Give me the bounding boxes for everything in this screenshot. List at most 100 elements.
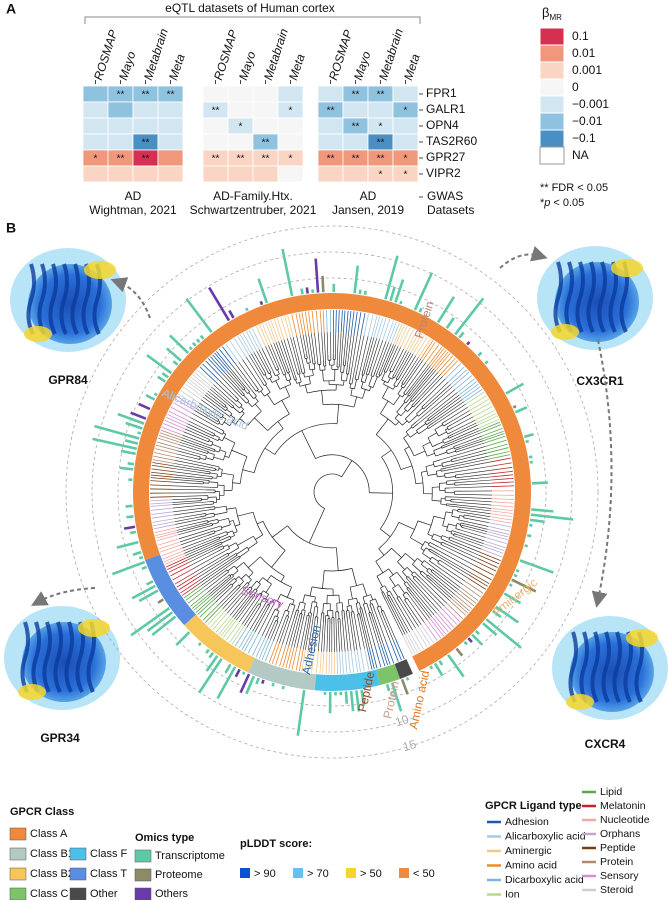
branch bbox=[227, 590, 247, 614]
branch-tip bbox=[481, 548, 503, 558]
branch-tip bbox=[150, 502, 173, 505]
branch bbox=[255, 384, 259, 390]
protein-structure bbox=[537, 246, 653, 350]
branch bbox=[234, 403, 240, 409]
branch-tip bbox=[204, 606, 221, 623]
branch bbox=[213, 456, 224, 461]
branch-tip bbox=[215, 615, 231, 633]
branch bbox=[285, 369, 288, 374]
branch bbox=[416, 423, 426, 431]
branch bbox=[445, 511, 453, 514]
branch-arc bbox=[302, 609, 306, 611]
branch-tip bbox=[462, 584, 481, 598]
branch bbox=[215, 586, 233, 603]
branch bbox=[287, 338, 297, 371]
branch bbox=[199, 515, 207, 518]
branch bbox=[214, 511, 228, 516]
branch bbox=[405, 389, 410, 395]
cell-stars: * bbox=[404, 154, 408, 165]
branch bbox=[326, 332, 329, 356]
branch-tip bbox=[188, 379, 207, 394]
branch-tip bbox=[172, 568, 193, 581]
branch bbox=[219, 416, 222, 419]
branch-tip bbox=[376, 317, 384, 339]
omics-bar bbox=[153, 392, 158, 397]
branch bbox=[322, 570, 325, 589]
omics-bar bbox=[531, 481, 548, 485]
branch bbox=[368, 366, 372, 376]
branch-tip bbox=[325, 651, 328, 674]
branch-tip bbox=[295, 313, 301, 336]
legend-swatch bbox=[293, 868, 303, 878]
branch-tip bbox=[183, 584, 203, 599]
branch-tip bbox=[170, 565, 191, 577]
branch bbox=[421, 570, 428, 576]
branch bbox=[175, 456, 212, 466]
branch bbox=[265, 604, 269, 608]
branch-arc bbox=[387, 594, 390, 597]
branch bbox=[377, 342, 389, 373]
branch-tip bbox=[161, 426, 183, 436]
branch-tip bbox=[304, 311, 309, 334]
branch bbox=[405, 553, 416, 562]
branch bbox=[396, 381, 401, 388]
branch bbox=[360, 375, 364, 382]
branch-tip bbox=[341, 651, 344, 674]
branch bbox=[402, 594, 407, 600]
branch bbox=[316, 358, 319, 365]
branch bbox=[314, 596, 316, 603]
branch-arc bbox=[296, 609, 299, 611]
legend-label: Others bbox=[155, 888, 189, 900]
branch bbox=[309, 586, 313, 597]
branch bbox=[209, 388, 230, 406]
heatmap-cell bbox=[342, 133, 369, 151]
branch bbox=[268, 345, 278, 367]
branch bbox=[223, 432, 226, 435]
branch bbox=[375, 561, 384, 573]
branch bbox=[346, 367, 348, 374]
branch bbox=[185, 426, 216, 440]
branch-tip bbox=[470, 572, 490, 585]
branch-tip bbox=[371, 646, 378, 669]
cell-stars: ** bbox=[352, 154, 360, 165]
heatmap-cell bbox=[317, 165, 344, 183]
branch bbox=[437, 562, 442, 566]
branch bbox=[355, 603, 359, 615]
branch bbox=[344, 359, 347, 366]
branch bbox=[348, 366, 350, 375]
branch bbox=[317, 616, 322, 652]
branch-tip bbox=[301, 649, 306, 672]
branch bbox=[341, 616, 346, 652]
branch bbox=[413, 571, 421, 578]
dataset-source: Jansen, 2019 bbox=[332, 203, 404, 217]
branch bbox=[446, 458, 489, 469]
branch bbox=[346, 373, 348, 382]
branch bbox=[209, 472, 218, 475]
omics-bar bbox=[519, 559, 554, 574]
branch bbox=[296, 618, 304, 649]
branch bbox=[381, 449, 392, 458]
branch bbox=[400, 465, 413, 470]
branch-tip bbox=[395, 638, 405, 660]
branch-tip bbox=[225, 622, 240, 641]
branch bbox=[183, 538, 214, 552]
branch bbox=[433, 570, 459, 591]
branch bbox=[291, 616, 300, 647]
branch bbox=[402, 571, 408, 578]
branch bbox=[234, 524, 241, 527]
branch-tip bbox=[428, 346, 443, 365]
branch-tip bbox=[238, 629, 251, 649]
branch-tip bbox=[291, 314, 298, 337]
branch bbox=[186, 545, 214, 559]
branch bbox=[343, 332, 347, 362]
branch-tip bbox=[154, 452, 176, 458]
branch bbox=[467, 518, 490, 524]
legend-swatch bbox=[9, 887, 27, 900]
dataset-source: Wightman, 2021 bbox=[89, 203, 177, 217]
branch bbox=[191, 549, 227, 570]
branch-tip bbox=[311, 311, 315, 334]
branch bbox=[361, 607, 364, 616]
branch bbox=[230, 578, 235, 582]
branch bbox=[206, 530, 215, 534]
branch bbox=[297, 610, 300, 613]
